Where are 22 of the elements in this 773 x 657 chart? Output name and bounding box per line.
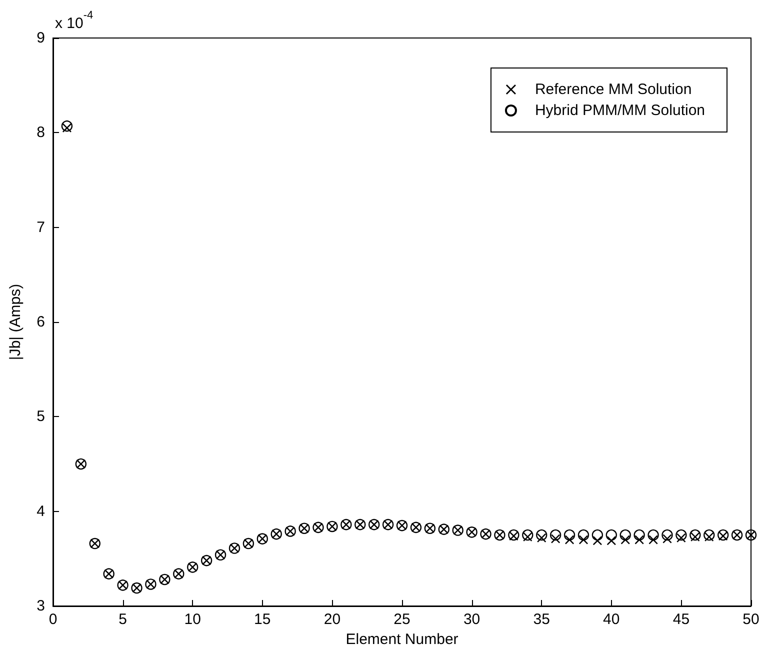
x-tick-label: 0 — [48, 611, 58, 628]
legend-label: Reference MM Solution — [534, 81, 692, 98]
x-tick-label: 40 — [603, 611, 620, 628]
y-tick-label: 8 — [36, 124, 45, 142]
x-tick-label: 20 — [324, 611, 341, 628]
y-tick-label: 7 — [36, 218, 45, 236]
x-tick-label: 50 — [742, 611, 760, 628]
y-tick-label: 4 — [36, 502, 45, 520]
y-tick-label: 5 — [36, 408, 45, 426]
x-axis-title: Element Number — [346, 630, 458, 648]
y-tick-label: 3 — [36, 598, 45, 614]
y-tick-label: 9 — [36, 30, 45, 46]
x-tick-label: 30 — [463, 611, 480, 628]
y-tick-label: 6 — [36, 314, 45, 330]
y-axis-title: |Jb| (Amps) — [7, 284, 24, 360]
x-tick-label: 35 — [533, 611, 550, 628]
x-tick-label: 15 — [254, 611, 271, 628]
legend-label: Hybrid PMM/MM Solution — [534, 102, 706, 119]
x-tick-label: 5 — [118, 611, 127, 628]
x-tick-label: 25 — [394, 611, 410, 628]
x-tick-label: 10 — [184, 611, 201, 628]
x-tick-label: 45 — [672, 611, 690, 628]
